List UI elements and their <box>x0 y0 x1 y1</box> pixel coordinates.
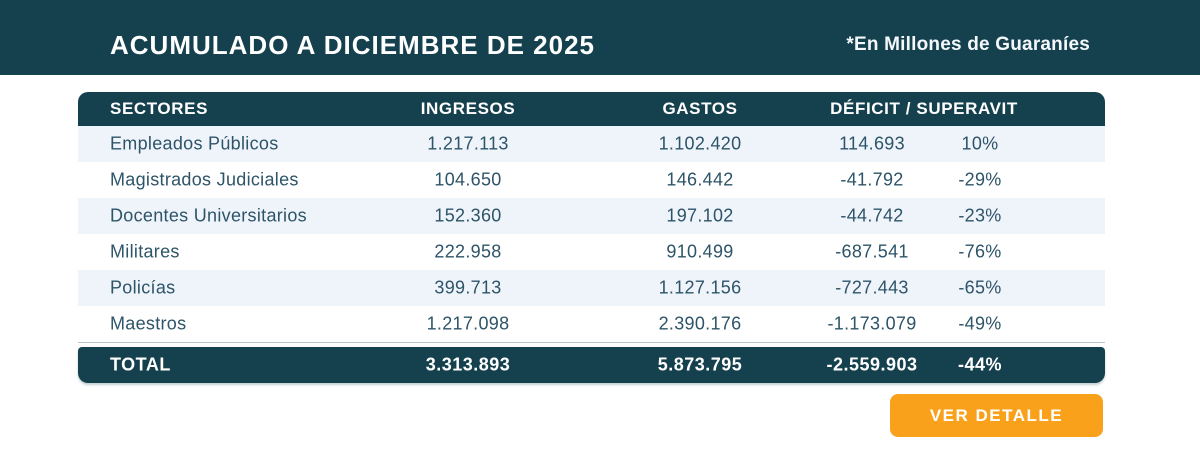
cell-deficit-pct: -76% <box>958 241 1002 262</box>
cell-sector: Maestros <box>110 313 187 334</box>
cell-deficit-pct: -23% <box>958 205 1002 226</box>
cell-ingresos: 152.360 <box>434 205 502 226</box>
total-label: TOTAL <box>110 354 171 375</box>
cell-gastos: 2.390.176 <box>658 313 742 334</box>
sectors-table: SECTORES INGRESOS GASTOS DÉFICIT / SUPER… <box>78 92 1105 383</box>
col-header-deficit-superavit: DÉFICIT / SUPERAVIT <box>830 99 1018 118</box>
col-header-gastos: GASTOS <box>662 99 738 118</box>
cell-deficit: -687.541 <box>835 241 909 262</box>
cell-deficit: -727.443 <box>835 277 909 298</box>
col-header-ingresos: INGRESOS <box>420 99 516 118</box>
cell-deficit: -41.792 <box>840 169 904 190</box>
cell-sector: Policías <box>110 277 176 298</box>
cell-deficit: -1.173.079 <box>827 313 917 334</box>
table-row: Policías 399.713 1.127.156 -727.443 -65% <box>78 270 1105 306</box>
cell-ingresos: 222.958 <box>434 241 502 262</box>
cell-deficit-pct: -65% <box>958 277 1002 298</box>
total-gastos: 5.873.795 <box>657 354 743 375</box>
cell-deficit: 114.693 <box>839 133 905 154</box>
ver-detalle-button[interactable]: VER DETALLE <box>890 394 1103 437</box>
page-title: ACUMULADO A DICIEMBRE DE 2025 <box>110 30 596 60</box>
cell-ingresos: 399.713 <box>434 277 502 298</box>
cell-deficit-pct: -49% <box>958 313 1002 334</box>
table-row: Empleados Públicos 1.217.113 1.102.420 1… <box>78 126 1105 162</box>
table-row: Magistrados Judiciales 104.650 146.442 -… <box>78 162 1105 198</box>
cell-sector: Empleados Públicos <box>110 133 279 154</box>
cell-gastos: 1.102.420 <box>658 133 742 154</box>
cell-deficit-pct: -29% <box>958 169 1002 190</box>
table-row: Docentes Universitarios 152.360 197.102 … <box>78 198 1105 234</box>
total-deficit: -2.559.903 <box>826 354 918 375</box>
cell-deficit: -44.742 <box>840 205 904 226</box>
cell-ingresos: 104.650 <box>434 169 502 190</box>
cell-gastos: 910.499 <box>666 241 734 262</box>
cell-ingresos: 1.217.113 <box>427 133 509 154</box>
table-header-row: SECTORES INGRESOS GASTOS DÉFICIT / SUPER… <box>78 92 1105 126</box>
col-header-sectores: SECTORES <box>110 99 209 118</box>
cell-gastos: 1.127.156 <box>658 277 742 298</box>
table-row: Militares 222.958 910.499 -687.541 -76% <box>78 234 1105 270</box>
cell-gastos: 197.102 <box>666 205 734 226</box>
cell-ingresos: 1.217.098 <box>426 313 510 334</box>
total-row: TOTAL 3.313.893 5.873.795 -2.559.903 -44… <box>78 347 1105 383</box>
cell-sector: Militares <box>110 241 180 262</box>
cell-sector: Docentes Universitarios <box>110 205 307 226</box>
total-deficit-pct: -44% <box>957 354 1003 375</box>
cell-gastos: 146.442 <box>666 169 734 190</box>
units-note: *En Millones de Guaraníes <box>846 34 1090 55</box>
table-body: Empleados Públicos 1.217.113 1.102.420 1… <box>78 126 1105 343</box>
cell-deficit-pct: 10% <box>961 133 999 154</box>
cell-sector: Magistrados Judiciales <box>110 169 299 190</box>
table-row: Maestros 1.217.098 2.390.176 -1.173.079 … <box>78 306 1105 342</box>
header-band: ACUMULADO A DICIEMBRE DE 2025 *En Millon… <box>0 0 1200 75</box>
total-ingresos: 3.313.893 <box>425 354 511 375</box>
